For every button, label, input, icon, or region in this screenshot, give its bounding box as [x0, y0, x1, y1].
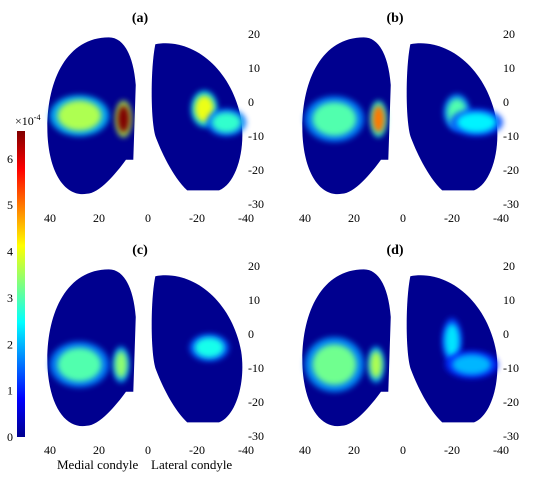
- colorbar-tick-label: 3: [7, 291, 13, 305]
- y-tick-label: 10: [503, 293, 515, 307]
- y-tick-label: -30: [503, 429, 519, 443]
- y-tick-label: 20: [248, 27, 260, 41]
- panel-c: (c) 40 20 0 -20 -40 20 10 0 -10 -20 -30: [44, 243, 264, 457]
- x-tick-label: 40: [44, 211, 56, 225]
- pressure-hotspot: [117, 105, 130, 133]
- colorbar-multiplier: ×10-4: [15, 113, 40, 128]
- y-tick-label: -10: [503, 129, 519, 143]
- y-tick-label: 20: [503, 259, 515, 273]
- panel-d: (d) 40 20 0 -20 -40 20 10 0 -10 -20 -30: [299, 243, 519, 457]
- panel-a: (a) 40 20 0 -20 -40 20 10 0 -10 -20 -30: [44, 11, 264, 225]
- panel-b: (b) 40 20 0 -20 -40 20 10 0 -10 -20 -30: [299, 11, 519, 225]
- colorbar: 0 1 2 3 4 5 6 ×10-4: [7, 113, 40, 444]
- colorbar-gradient: [17, 131, 25, 437]
- y-tick-label: -20: [248, 395, 264, 409]
- x-tick-label: 0: [400, 211, 406, 225]
- colorbar-tick-label: 0: [7, 430, 13, 444]
- x-tick-label: 0: [145, 211, 151, 225]
- x-tick-label: 0: [145, 443, 151, 457]
- panel-label: (a): [132, 11, 149, 26]
- colorbar-tick-label: 2: [7, 337, 13, 351]
- colorbar-tick-label: 4: [7, 245, 13, 259]
- y-tick-label: 10: [503, 61, 515, 75]
- x-tick-label: -40: [238, 211, 254, 225]
- x-tick-label: 20: [348, 443, 360, 457]
- y-tick-label: 0: [248, 95, 254, 109]
- x-tick-label: -20: [189, 211, 205, 225]
- pressure-hotspot: [114, 351, 128, 379]
- x-tick-label: -20: [444, 443, 460, 457]
- pressure-hotspot: [312, 344, 357, 385]
- pressure-hotspot: [211, 112, 242, 133]
- colorbar-tick-label: 6: [7, 152, 13, 166]
- x-tick-label: 20: [348, 211, 360, 225]
- x-tick-label: 40: [299, 443, 311, 457]
- pressure-hotspot: [57, 347, 102, 382]
- y-tick-label: -10: [248, 129, 264, 143]
- y-tick-label: 10: [248, 293, 260, 307]
- colorbar-tick-label: 5: [7, 198, 13, 212]
- y-tick-label: 0: [248, 327, 254, 341]
- x-tick-label: 20: [93, 211, 105, 225]
- pressure-hotspot: [456, 112, 497, 133]
- y-tick-label: 20: [248, 259, 260, 273]
- x-tick-label: -40: [493, 443, 509, 457]
- x-tick-label: 40: [44, 443, 56, 457]
- panel-label: (b): [386, 11, 403, 26]
- y-tick-label: -20: [248, 163, 264, 177]
- pressure-hotspot: [194, 337, 224, 358]
- y-tick-label: 0: [503, 95, 509, 109]
- pressure-hotspot: [444, 323, 460, 358]
- x-tick-label: 20: [93, 443, 105, 457]
- x-tick-label: -40: [493, 211, 509, 225]
- y-tick-label: -10: [503, 361, 519, 375]
- y-tick-label: -30: [248, 197, 264, 211]
- lateral-condyle-label: Lateral condyle: [151, 457, 232, 472]
- panel-label: (c): [132, 243, 148, 258]
- y-tick-label: -30: [248, 429, 264, 443]
- pressure-hotspot: [372, 105, 385, 133]
- y-tick-label: -10: [248, 361, 264, 375]
- pressure-hotspot: [57, 100, 102, 131]
- y-tick-label: 10: [248, 61, 260, 75]
- panel-label: (d): [386, 243, 403, 258]
- x-tick-label: 0: [400, 443, 406, 457]
- pressure-hotspot: [369, 351, 383, 379]
- y-tick-label: -20: [503, 395, 519, 409]
- colorbar-tick-label: 1: [7, 384, 13, 398]
- pressure-hotspot: [312, 102, 357, 136]
- y-tick-label: 20: [503, 27, 515, 41]
- x-tick-label: -20: [444, 211, 460, 225]
- pressure-hotspot: [452, 354, 492, 375]
- y-tick-label: -30: [503, 197, 519, 211]
- y-tick-label: 0: [503, 327, 509, 341]
- y-tick-label: -20: [503, 163, 519, 177]
- x-tick-label: -40: [238, 443, 254, 457]
- medial-condyle-label: Medial condyle: [57, 457, 138, 472]
- x-tick-label: 40: [299, 211, 311, 225]
- x-tick-label: -20: [189, 443, 205, 457]
